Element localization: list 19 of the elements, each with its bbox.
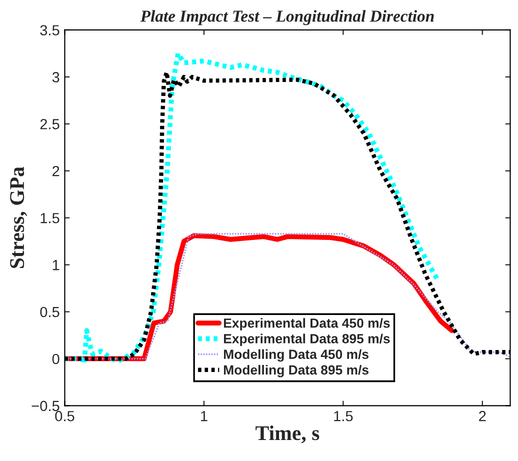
y-tick-label: 3: [52, 72, 60, 82]
y-tick-label: 2: [52, 166, 60, 176]
y-tick-label: 0: [52, 354, 60, 364]
legend-label: Modelling Data 895 m/s: [224, 364, 368, 378]
legend-label: Experimental Data 895 m/s: [224, 334, 390, 346]
y-tick-label: 0.5: [40, 306, 60, 318]
legend-label: Experimental Data 450 m/s: [224, 318, 390, 330]
y-tick-label: 1: [52, 260, 60, 270]
y-axis-title: Stress, GPa: [10, 166, 28, 268]
y-tick-label: 1.5: [40, 213, 60, 224]
x-tick-label: 2: [479, 410, 486, 422]
x-tick-label: 1: [201, 411, 208, 422]
legend-label: Modelling Data 450 m/s: [224, 349, 368, 362]
chart-title: Plate Impact Test – Longitudinal Direction: [140, 10, 434, 26]
y-tick-label: 3.5: [40, 25, 60, 36]
x-tick-label: 1.5: [334, 411, 353, 422]
y-tick-label: −0.5: [32, 400, 60, 412]
y-tick-label: 2.5: [40, 118, 60, 130]
x-axis-title: Time, s: [256, 426, 320, 444]
